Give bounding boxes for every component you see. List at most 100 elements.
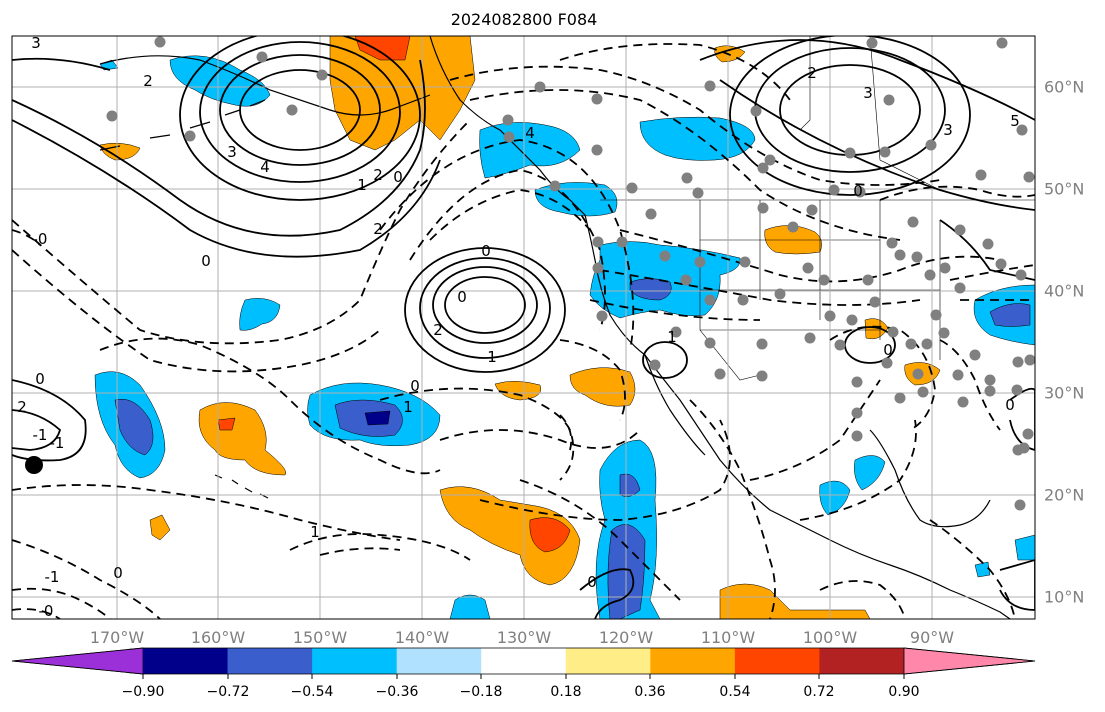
station-dot xyxy=(737,294,749,306)
station-dot xyxy=(1024,354,1035,366)
colorbar-extend-low xyxy=(11,647,144,675)
station-dot xyxy=(939,262,951,274)
contour-label: 0 xyxy=(883,341,893,359)
contour-lines xyxy=(12,36,1035,619)
negative-contour xyxy=(12,608,61,619)
station-dot xyxy=(921,338,933,350)
positive-contour xyxy=(12,119,441,258)
negative-contour xyxy=(379,387,575,481)
station-dot xyxy=(911,251,923,263)
latitude-label: 60°N xyxy=(1044,77,1085,97)
shaded-anomaly-regions xyxy=(94,36,1035,619)
station-dot xyxy=(1011,384,1023,396)
location-marker xyxy=(25,456,43,474)
contour-label: 3 xyxy=(227,143,237,161)
negative-contour xyxy=(12,539,161,619)
station-dot xyxy=(924,269,936,281)
station-dot xyxy=(854,186,866,198)
contour-label: 1 xyxy=(310,523,320,541)
station-dot xyxy=(592,236,604,248)
negative-contour xyxy=(319,547,401,556)
north-america-west-coast xyxy=(429,36,1011,619)
station-dot xyxy=(787,221,799,233)
aleutian-islands xyxy=(99,99,266,151)
colorbar-tick-label: 0.36 xyxy=(634,684,666,700)
station-dot xyxy=(184,130,196,142)
contour-label: 2 xyxy=(17,398,27,416)
negative-contour xyxy=(799,419,917,521)
station-dot xyxy=(681,172,693,184)
contour-label: 1 xyxy=(403,398,413,416)
longitude-label: 130°W xyxy=(496,628,552,647)
station-dot xyxy=(954,224,966,236)
station-dot xyxy=(694,256,706,268)
station-dot xyxy=(774,288,786,300)
station-dot xyxy=(739,256,751,268)
colorbar-segment xyxy=(396,648,482,674)
positive-contour xyxy=(432,266,538,344)
negative-contour xyxy=(429,189,591,241)
station-dot xyxy=(917,386,929,398)
station-dot xyxy=(154,36,166,48)
negative-contour xyxy=(12,484,401,541)
positive-contour xyxy=(642,341,688,379)
station-dot xyxy=(704,80,716,92)
colorbar-tick-label: 0.54 xyxy=(719,684,751,700)
positive-anomaly-region xyxy=(217,417,236,431)
colorbar-tick-label: 0.18 xyxy=(550,684,582,700)
positive-anomaly-region xyxy=(329,36,476,151)
positive-contour xyxy=(179,36,421,201)
contour-label: 5 xyxy=(1010,112,1020,130)
station-dot xyxy=(834,339,846,351)
station-dot xyxy=(996,37,1008,49)
positive-contour xyxy=(12,59,426,237)
contour-label: -0 xyxy=(39,602,54,620)
contour-label: 0 xyxy=(113,564,123,582)
station-dot xyxy=(596,310,608,322)
map-title: 2024082800 F084 xyxy=(450,10,598,29)
station-dot xyxy=(1012,444,1024,456)
negative-contour xyxy=(559,414,573,451)
colorbar-segment xyxy=(312,648,398,674)
station-dot xyxy=(626,182,638,194)
positive-anomaly-region xyxy=(719,583,871,619)
station-dot xyxy=(851,407,863,419)
station-dot xyxy=(952,369,964,381)
colorbar-tick-label: 0.72 xyxy=(803,684,835,700)
negative-contour xyxy=(99,337,441,475)
negative-anomaly-region xyxy=(239,298,281,331)
negative-contour xyxy=(519,479,681,601)
station-dot xyxy=(957,396,969,408)
political-borders xyxy=(600,36,1035,381)
positive-anomaly-region xyxy=(99,142,141,161)
latitude-label: 50°N xyxy=(1044,179,1085,199)
negative-contour xyxy=(929,519,1016,619)
station-dot xyxy=(905,338,917,350)
contour-label: 0 xyxy=(393,168,403,186)
station-dot xyxy=(881,357,893,369)
station-dot xyxy=(824,310,836,322)
positive-contour xyxy=(999,559,1035,611)
positive-contour xyxy=(699,39,1035,121)
station-dot xyxy=(1022,428,1034,440)
longitude-label: 170°W xyxy=(89,628,145,647)
contour-label: 1 xyxy=(667,328,677,346)
contour-label: 0 xyxy=(457,288,467,306)
contour-label: 4 xyxy=(260,158,270,176)
colorbar-segment xyxy=(650,648,736,674)
station-dot xyxy=(907,216,919,228)
station-dot xyxy=(806,204,818,216)
negative-contour xyxy=(819,580,906,619)
station-dot xyxy=(844,147,856,159)
station-dot xyxy=(106,110,118,122)
positive-anomaly-region xyxy=(569,367,636,407)
station-dot xyxy=(757,202,769,214)
colorbar xyxy=(11,647,1036,679)
latitude-label: 20°N xyxy=(1044,485,1085,505)
colorbar-segment xyxy=(227,648,313,674)
negative-anomaly-region xyxy=(854,455,886,491)
contour-label: 2 xyxy=(807,64,817,82)
positive-contour xyxy=(404,247,566,373)
contour-label: 1 xyxy=(487,348,497,366)
alaska-coast xyxy=(99,55,431,116)
